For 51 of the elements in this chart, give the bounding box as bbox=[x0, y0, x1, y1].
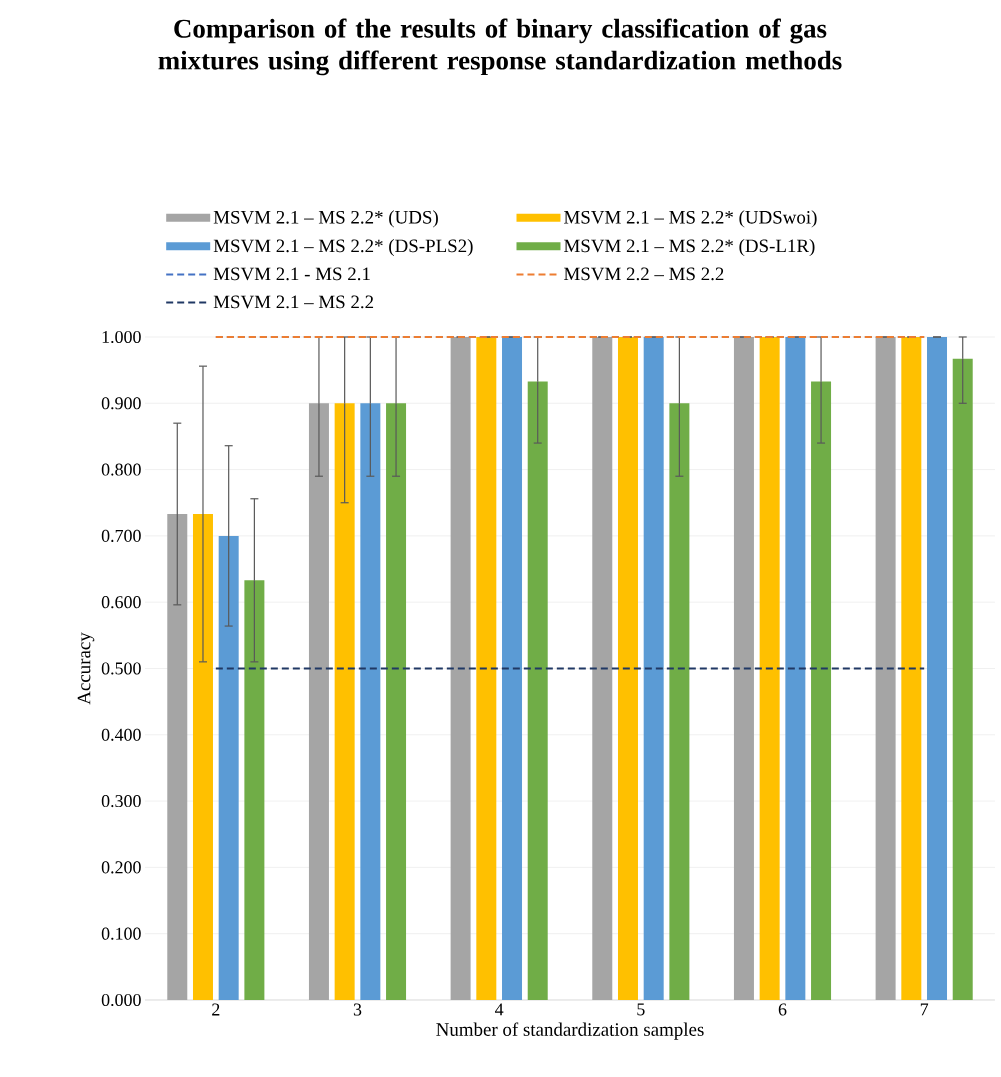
bar bbox=[527, 381, 548, 1000]
x-tick-label: 7 bbox=[920, 1003, 929, 1016]
legend-label: MSVM 2.1 – MS 2.2* (UDSwoi) bbox=[564, 210, 817, 228]
bar bbox=[218, 535, 239, 1000]
y-tick-label: 0.300 bbox=[101, 795, 141, 808]
y-tick-label: 0.600 bbox=[101, 596, 141, 609]
bar bbox=[450, 336, 471, 1000]
bar bbox=[733, 336, 754, 1000]
bar bbox=[334, 403, 355, 1000]
y-tick-label: 0.000 bbox=[101, 993, 141, 1007]
bar bbox=[785, 336, 806, 1000]
x-tick-label: 5 bbox=[637, 1003, 645, 1016]
bar bbox=[244, 580, 265, 1000]
x-tick-label: 3 bbox=[353, 1003, 362, 1016]
bar bbox=[617, 336, 638, 1000]
y-tick-label: 1.000 bbox=[102, 330, 141, 344]
bar bbox=[386, 403, 407, 1000]
bar bbox=[476, 336, 497, 1000]
bar bbox=[308, 403, 329, 1000]
y-tick-label: 0.500 bbox=[101, 662, 141, 675]
x-tick-label: 2 bbox=[212, 1003, 220, 1016]
legend-label: MSVM 2.1 – MS 2.2* (UDS) bbox=[213, 210, 438, 228]
bar bbox=[360, 403, 381, 1000]
legend-label: MSVM 2.1 – MS 2.2* (DS-L1R) bbox=[564, 238, 815, 257]
legend-label: MSVM 2.1 - MS 2.1 bbox=[213, 267, 370, 281]
legend-label: MSVM 2.2 – MS 2.2 bbox=[564, 267, 724, 281]
y-tick-label: 0.100 bbox=[101, 927, 141, 940]
y-tick-label: 0.900 bbox=[101, 397, 141, 410]
bar bbox=[875, 336, 896, 1000]
bar bbox=[167, 514, 188, 1000]
x-tick-label: 4 bbox=[495, 1003, 504, 1016]
legend-label: MSVM 2.1 – MS 2.2 bbox=[213, 295, 374, 309]
y-tick-label: 0.200 bbox=[101, 861, 141, 874]
y-axis-title: Accuracy bbox=[77, 632, 95, 705]
y-tick-label: 0.800 bbox=[101, 463, 141, 476]
chart-title: Comparison of the results of binary classification of gas mixtures using different response standardization methods bbox=[158, 18, 842, 76]
x-tick-label: 6 bbox=[778, 1003, 787, 1016]
y-tick-label: 0.400 bbox=[101, 728, 141, 741]
bar bbox=[643, 336, 664, 1000]
legend-label: MSVM 2.1 – MS 2.2* (DS-PLS2) bbox=[213, 238, 473, 257]
y-tick-label: 0.700 bbox=[101, 529, 141, 542]
bar bbox=[502, 336, 523, 1000]
x-axis-title: Number of standardization samples bbox=[436, 1022, 704, 1040]
bar bbox=[759, 336, 780, 1000]
bar bbox=[901, 336, 922, 1000]
bar bbox=[192, 514, 213, 1000]
bar bbox=[927, 336, 948, 1000]
bar bbox=[669, 403, 690, 1000]
bar bbox=[952, 358, 973, 1000]
bar bbox=[592, 336, 613, 1000]
bar bbox=[811, 381, 832, 1000]
